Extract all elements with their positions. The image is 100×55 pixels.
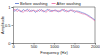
legend-swatch	[52, 3, 56, 4]
x-axis-tick: 1500	[71, 43, 81, 49]
y-axis-tick: 1	[8, 5, 13, 10]
y-axis-tick: 0.5	[5, 23, 13, 28]
y-axis: 00.51	[5, 5, 14, 46]
x-axis: 0 500 1000 1500 2000	[12, 43, 100, 49]
x-axis-tick: 0	[12, 43, 15, 49]
frame-top	[13, 7, 95, 8]
legend-label: After washing	[57, 1, 81, 6]
series-line	[13, 9, 95, 21]
x-axis-tick-label: 500	[31, 44, 38, 49]
y-axis-tick-mark	[12, 25, 14, 26]
x-axis-title: Frequency (Hz)	[40, 50, 68, 55]
y-axis-tick-label: 0	[8, 41, 11, 46]
x-axis-tick-label: 1000	[50, 44, 60, 49]
plot: 050010001500200000.51	[5, 5, 100, 50]
x-axis-tick: 500	[31, 43, 38, 49]
x-axis-tick: 2000	[91, 43, 100, 49]
legend-label: Before washing	[20, 1, 48, 6]
legend: Before washing After washing	[15, 1, 81, 6]
legend-swatch	[15, 3, 19, 4]
frame-right	[95, 7, 96, 43]
chart: 050010001500200000.51Frequency (Hz)Ampli…	[0, 0, 100, 55]
y-axis-tick-mark	[12, 43, 14, 44]
y-axis-line	[12, 8, 14, 44]
y-axis-title: Amplitude	[0, 15, 5, 34]
x-axis-tick: 1000	[50, 43, 60, 49]
y-axis-tick-label: 1	[8, 5, 11, 10]
y-axis-tick-mark	[12, 7, 14, 8]
x-axis-tick-label: 2000	[91, 44, 100, 49]
y-axis-tick: 0	[8, 41, 13, 46]
x-axis-tick-label: 0	[12, 44, 15, 49]
y-axis-tick-label: 0.5	[5, 23, 11, 28]
series-group	[13, 9, 95, 21]
x-axis-tick-label: 1500	[71, 44, 81, 49]
